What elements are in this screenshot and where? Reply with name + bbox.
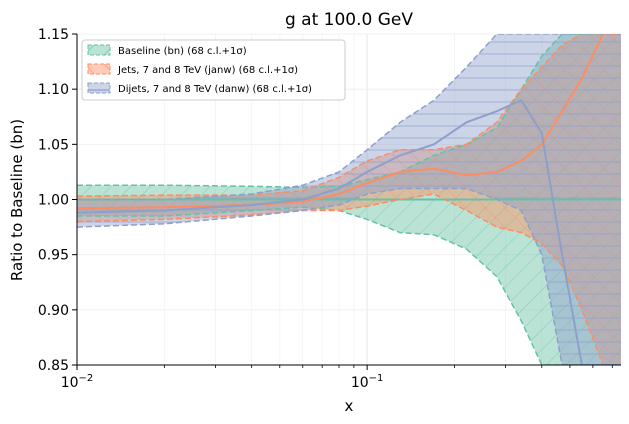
legend-frame <box>81 39 346 101</box>
x-tick-label: 10−1 <box>351 373 384 391</box>
y-tick-label: 1.15 <box>38 27 69 43</box>
upper-bound-series-1 <box>77 34 621 197</box>
upper-bound-series-0 <box>77 34 621 189</box>
chart-title: g at 100.0 GeV <box>285 10 413 30</box>
legend-swatch-hatch-1 <box>88 64 110 74</box>
upper-bound-series-2 <box>77 34 621 201</box>
legend-swatch-hatch-2 <box>88 83 110 93</box>
y-tick-label: 0.90 <box>38 303 69 319</box>
legend-swatch-hatch-0 <box>88 45 110 55</box>
legend-label-2: Dijets, 7 and 8 TeV (danw) (68 c.l.+1σ) <box>118 84 312 95</box>
y-tick-label: 0.85 <box>38 358 69 374</box>
lower-bound-series-0 <box>77 206 621 365</box>
central-line-series-1 <box>77 34 621 210</box>
central-line-series-2 <box>77 98 621 365</box>
x-axis-ticks: 10−2 10−1 <box>61 365 613 391</box>
y-tick-label: 1.00 <box>38 193 69 209</box>
y-axis-label: Ratio to Baseline (bn) <box>8 119 26 281</box>
legend-label-0: Baseline (bn) (68 c.l.+1σ) <box>118 46 247 57</box>
x-axis-label: x <box>345 397 354 415</box>
series-lines <box>77 34 621 365</box>
x-tick-label: 10−2 <box>61 373 94 391</box>
legend-label-1: Jets, 7 and 8 TeV (janw) (68 c.l.+1σ) <box>117 65 298 76</box>
y-axis-ticks: 0.85 0.90 0.95 1.00 1.05 1.10 1.15 <box>38 27 77 374</box>
y-tick-label: 1.10 <box>38 82 69 98</box>
lower-bound-series-2 <box>77 187 621 365</box>
y-tick-label: 1.05 <box>38 137 69 153</box>
y-tick-label: 0.95 <box>38 248 69 264</box>
legend: Baseline (bn) (68 c.l.+1σ) Jets, 7 and 8 … <box>81 39 346 101</box>
